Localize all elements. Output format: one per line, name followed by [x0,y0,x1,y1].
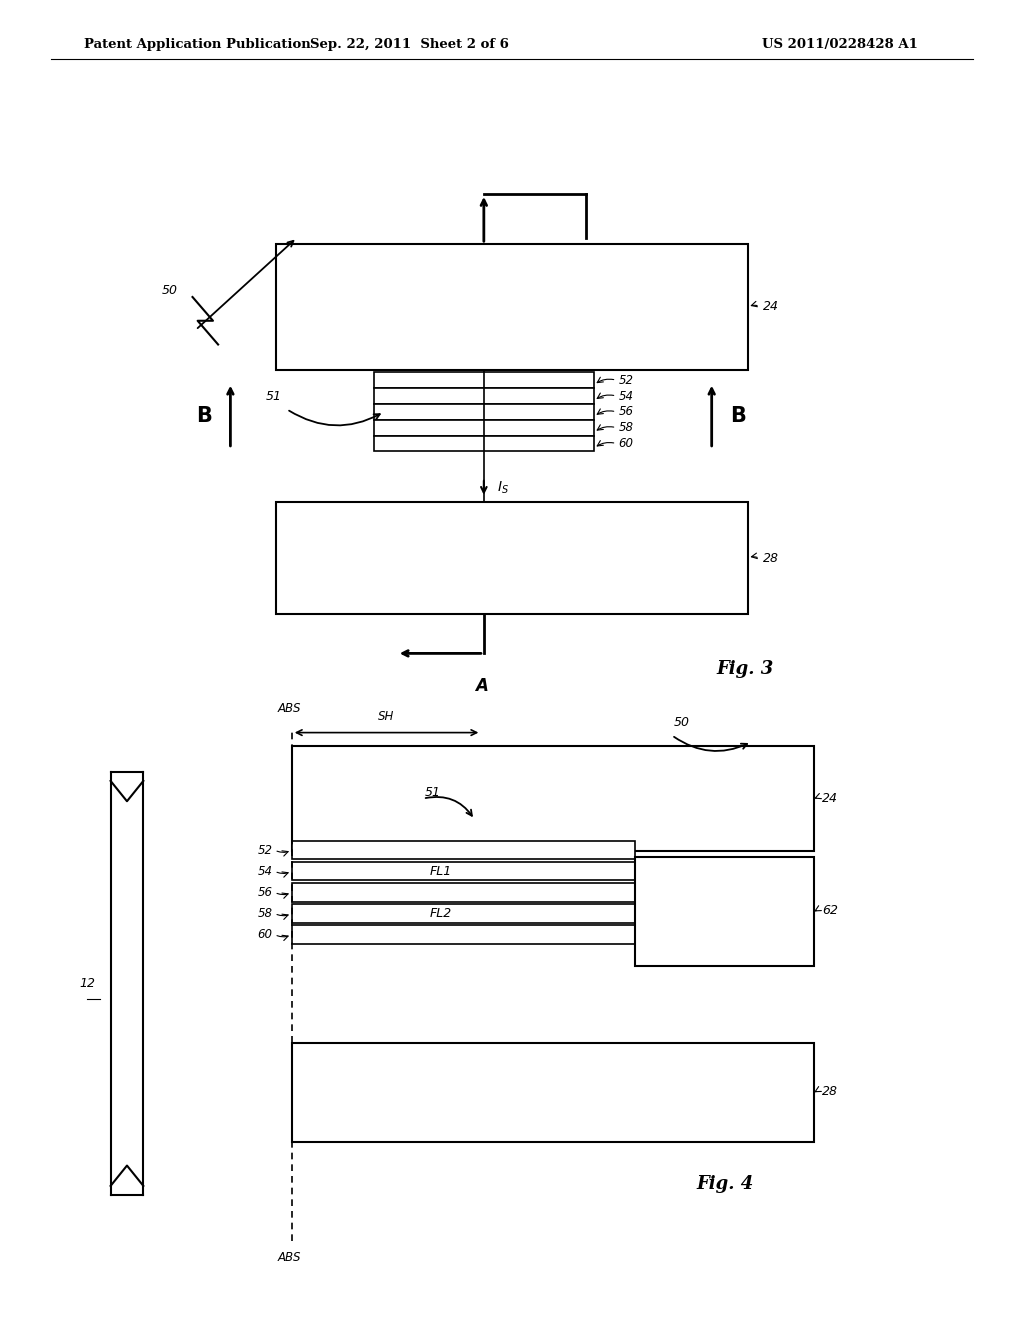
Text: FL1: FL1 [429,865,452,878]
Text: 54: 54 [618,389,634,403]
Text: Sep. 22, 2011  Sheet 2 of 6: Sep. 22, 2011 Sheet 2 of 6 [310,38,509,51]
Text: 60: 60 [257,928,272,941]
Bar [374,388,594,404]
Bar [292,904,635,923]
Bar [292,841,635,859]
Text: 50: 50 [162,284,178,297]
Bar [374,436,594,451]
Bar [292,883,635,902]
Text: 62: 62 [822,904,839,917]
Text: 12: 12 [79,977,95,990]
Text: Fig. 3: Fig. 3 [717,660,774,678]
Text: 51: 51 [265,389,282,403]
Bar [292,746,814,851]
Text: 24: 24 [763,300,779,313]
Text: 52: 52 [257,843,272,857]
Text: $I_S$: $I_S$ [498,479,509,496]
Bar [374,404,594,420]
Text: FL2: FL2 [429,907,452,920]
Text: 60: 60 [618,437,634,450]
Bar [635,857,814,966]
Text: B: B [730,405,746,426]
Bar [292,862,635,880]
Text: A: A [475,677,488,696]
Text: 50: 50 [674,715,690,729]
Text: 52: 52 [618,374,634,387]
Text: SH: SH [379,710,394,723]
Text: Patent Application Publication: Patent Application Publication [84,38,310,51]
Bar [374,372,594,388]
Text: B: B [196,405,212,426]
Text: 58: 58 [618,421,634,434]
Text: 51: 51 [425,785,441,799]
Bar [276,502,748,614]
Bar [276,244,748,370]
Bar [292,1043,814,1142]
Text: ABS: ABS [279,702,301,715]
Text: 24: 24 [822,792,839,805]
Text: 56: 56 [618,405,634,418]
Text: US 2011/0228428 A1: US 2011/0228428 A1 [762,38,918,51]
Text: ABS: ABS [279,1251,301,1265]
Text: 56: 56 [257,886,272,899]
Text: 54: 54 [257,865,272,878]
Text: 28: 28 [822,1085,839,1098]
Text: 28: 28 [763,552,779,565]
Bar [374,420,594,436]
Text: Fig. 4: Fig. 4 [696,1175,754,1193]
Text: 58: 58 [257,907,272,920]
Bar [292,925,635,944]
